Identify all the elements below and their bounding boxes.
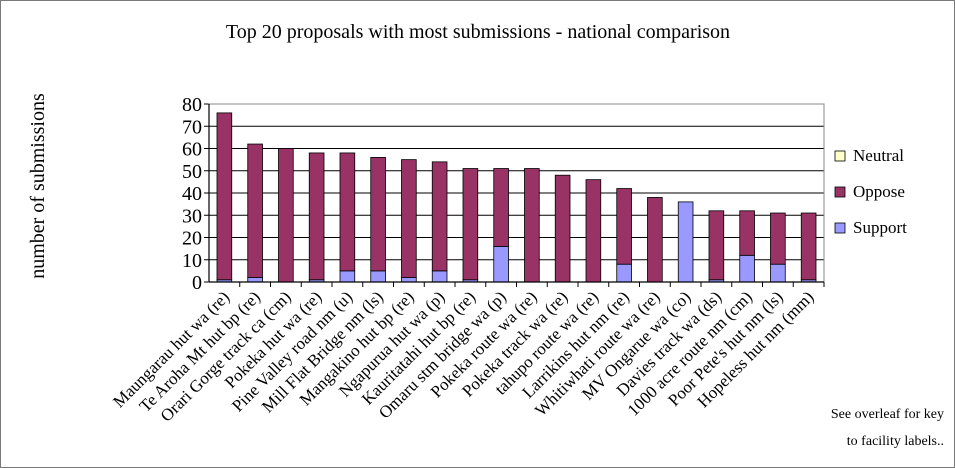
- bar-segment-support: [431, 270, 448, 283]
- bar-segment-oppose: [431, 161, 448, 272]
- y-tick-label: 70: [182, 116, 202, 138]
- legend-swatch-oppose: [834, 186, 846, 198]
- bar-segment-oppose: [585, 179, 602, 283]
- bar-segment-oppose: [278, 148, 294, 283]
- legend-label-oppose: Oppose: [853, 182, 905, 201]
- bar-segment-oppose: [247, 143, 263, 278]
- bar-segment-oppose: [739, 210, 755, 256]
- bar-segment-support: [616, 263, 632, 283]
- y-tick-label: 40: [182, 183, 202, 205]
- y-axis-label: number of submissions: [27, 93, 49, 279]
- y-tick-label: 50: [182, 161, 202, 183]
- bar-segment-oppose: [708, 210, 725, 281]
- legend-label-support: Support: [853, 218, 907, 237]
- bar-segment-support: [677, 201, 694, 283]
- bar-segment-oppose: [216, 112, 233, 281]
- bar-segment-oppose: [616, 188, 632, 265]
- bar-segment-support: [770, 263, 786, 283]
- bar-segment-oppose: [493, 168, 509, 247]
- y-tick-label: 20: [182, 228, 202, 250]
- bar-segment-oppose: [524, 168, 540, 283]
- bar-segment-oppose: [339, 152, 356, 272]
- bar-segment-support: [247, 277, 263, 283]
- bar-segment-oppose: [554, 174, 571, 283]
- footnote-line-2: to facility labels..: [846, 434, 944, 449]
- bar-segment-oppose: [462, 168, 479, 281]
- footnote-line-1: See overleaf for key: [830, 407, 944, 422]
- bar-segment-support: [339, 270, 356, 283]
- bar-segment-oppose: [370, 156, 386, 272]
- y-tick-label: 60: [182, 139, 202, 161]
- bar-segment-oppose: [800, 212, 817, 281]
- y-tick-label: 30: [182, 205, 202, 227]
- chart-title: Top 20 proposals with most submissions -…: [226, 21, 730, 43]
- bar-segment-oppose: [770, 212, 786, 265]
- y-tick-label: 80: [182, 94, 202, 116]
- y-tick-label: 10: [182, 250, 202, 272]
- bar-segment-oppose: [401, 159, 417, 278]
- bar-segment-oppose: [647, 197, 663, 283]
- legend-label-neutral: Neutral: [853, 146, 904, 165]
- legend-swatch-support: [834, 222, 846, 234]
- legend-swatch-neutral: [834, 150, 846, 162]
- bar-segment-support: [370, 270, 386, 283]
- bar-segment-support: [401, 277, 417, 283]
- y-tick-label: 0: [192, 272, 202, 294]
- bar-segment-support: [493, 245, 509, 283]
- bar-segment-oppose: [308, 152, 325, 281]
- bar-segment-support: [739, 254, 755, 283]
